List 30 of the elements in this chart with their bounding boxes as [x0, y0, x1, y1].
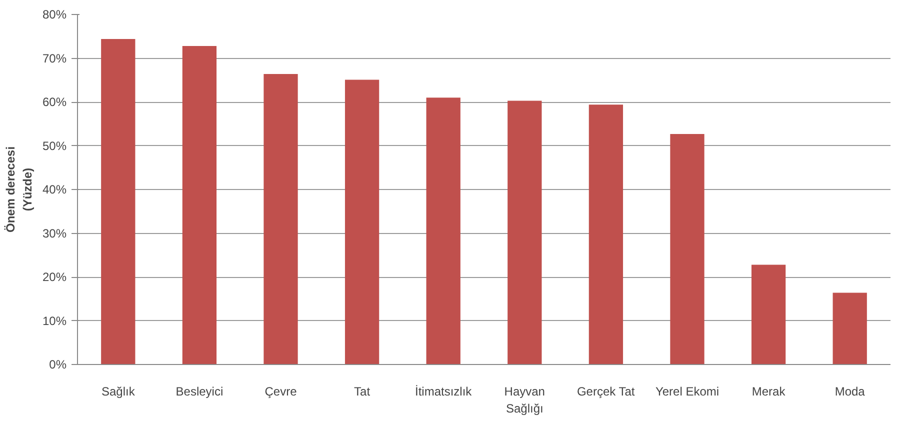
bar — [670, 134, 704, 364]
y-axis-title: Önem derecesi (Yüzde) — [4, 146, 34, 233]
bar — [182, 46, 217, 364]
x-tick-label: Çevre — [264, 384, 298, 398]
x-tick-label: Yerel Ekomi — [655, 384, 720, 398]
bar — [426, 98, 460, 364]
y-tick-label: 80% — [42, 8, 67, 22]
y-tick-label: 0% — [49, 358, 67, 372]
bar — [751, 264, 786, 364]
x-tick-label: İtimatsızlık — [415, 384, 473, 398]
x-tick-label: Gerçek Tat — [576, 384, 636, 398]
bar — [508, 100, 542, 364]
x-tick-label: Besleyici — [176, 384, 224, 398]
x-tick-label: Tat — [354, 384, 371, 398]
bar — [101, 39, 136, 364]
x-tick-label: Sağlık — [101, 384, 136, 398]
y-tick-label: 10% — [42, 314, 67, 328]
bar — [264, 74, 298, 364]
y-tick-label: 40% — [42, 182, 67, 196]
bar — [344, 80, 380, 364]
x-tick-label: Hayvan Sağlığı — [504, 384, 545, 416]
y-tick-label: 30% — [42, 226, 67, 240]
x-tick-label: Merak — [752, 384, 786, 398]
y-tick-label: 50% — [42, 138, 67, 153]
y-tick-label: 70% — [42, 51, 67, 66]
bar — [588, 104, 624, 364]
y-tick-label: 60% — [42, 95, 67, 109]
bar — [832, 292, 867, 364]
x-tick-label: Moda — [834, 384, 866, 398]
y-tick-label: 20% — [42, 270, 67, 284]
